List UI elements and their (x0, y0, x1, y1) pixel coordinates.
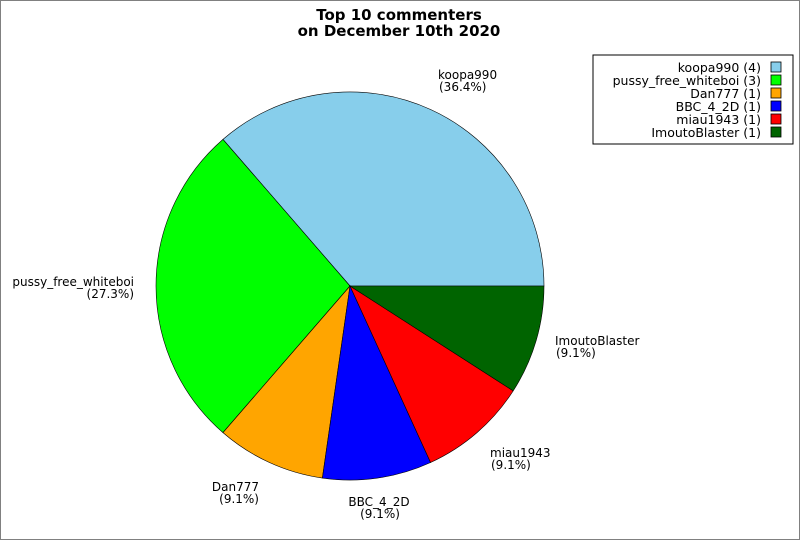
slice-label-dan777: Dan777 (212, 480, 259, 494)
legend-label-miau1943: miau1943 (1) (676, 112, 761, 127)
pie-slice-dan777 (222, 285, 351, 479)
legend-label-koopa990: koopa990 (4) (678, 60, 761, 75)
legend: koopa990 (4)pussy_free_whiteboi (3)Dan77… (592, 54, 794, 145)
legend-label-bbc-4-2d: BBC_4_2D (1) (676, 99, 761, 114)
pie-slices (155, 91, 545, 481)
pie-labels: koopa990(36.4%) pussy_free_whiteboi(27.3%… (12, 68, 639, 521)
legend-swatch-pussy-free-whiteboi (770, 74, 782, 86)
slice-label-pussy-free-whiteboi: pussy_free_whiteboi (12, 275, 134, 289)
legend-swatch-koopa990 (770, 61, 782, 73)
legend-box (592, 54, 794, 145)
legend-swatch-bbc-4-2d (770, 100, 782, 112)
slice-percent-dan777: (9.1%) (219, 492, 259, 506)
pie-slice-imoutoblaster (348, 285, 545, 392)
slice-percent-koopa990: (36.4%) (439, 80, 486, 94)
slice-label-miau1943: miau1943 (490, 446, 551, 460)
chart-title-line-1: Top 10 commenters (316, 6, 482, 24)
legend-swatch-miau1943 (770, 113, 782, 125)
slice-percent-imoutoblaster: (9.1%) (556, 346, 596, 360)
slice-label-koopa990: koopa990 (438, 68, 497, 82)
pie-slice-bbc-4-2d (322, 284, 431, 481)
slice-percent-miau1943: (9.1%) (491, 458, 531, 472)
pie-slice-koopa990 (222, 91, 545, 287)
chart-title-line-2: on December 10th 2020 (298, 22, 501, 40)
slice-percent-bbc-4-2d: (9.1%) (360, 507, 400, 521)
legend-label-pussy-free-whiteboi: pussy_free_whiteboi (3) (613, 73, 761, 88)
legend-swatch-imoutoblaster (770, 126, 782, 138)
slice-percent-pussy-free-whiteboi: (27.3%) (87, 287, 134, 301)
pie-slice-pussy-free-whiteboi (155, 138, 351, 434)
slice-label-imoutoblaster: ImoutoBlaster (555, 334, 639, 348)
legend-label-imoutoblaster: ImoutoBlaster (1) (651, 125, 761, 140)
pie-slice-miau1943 (349, 285, 514, 463)
legend-label-dan777: Dan777 (1) (690, 86, 761, 101)
slice-label-bbc-4-2d: BBC_4_2D (348, 495, 409, 509)
legend-swatch-dan777 (770, 87, 782, 99)
